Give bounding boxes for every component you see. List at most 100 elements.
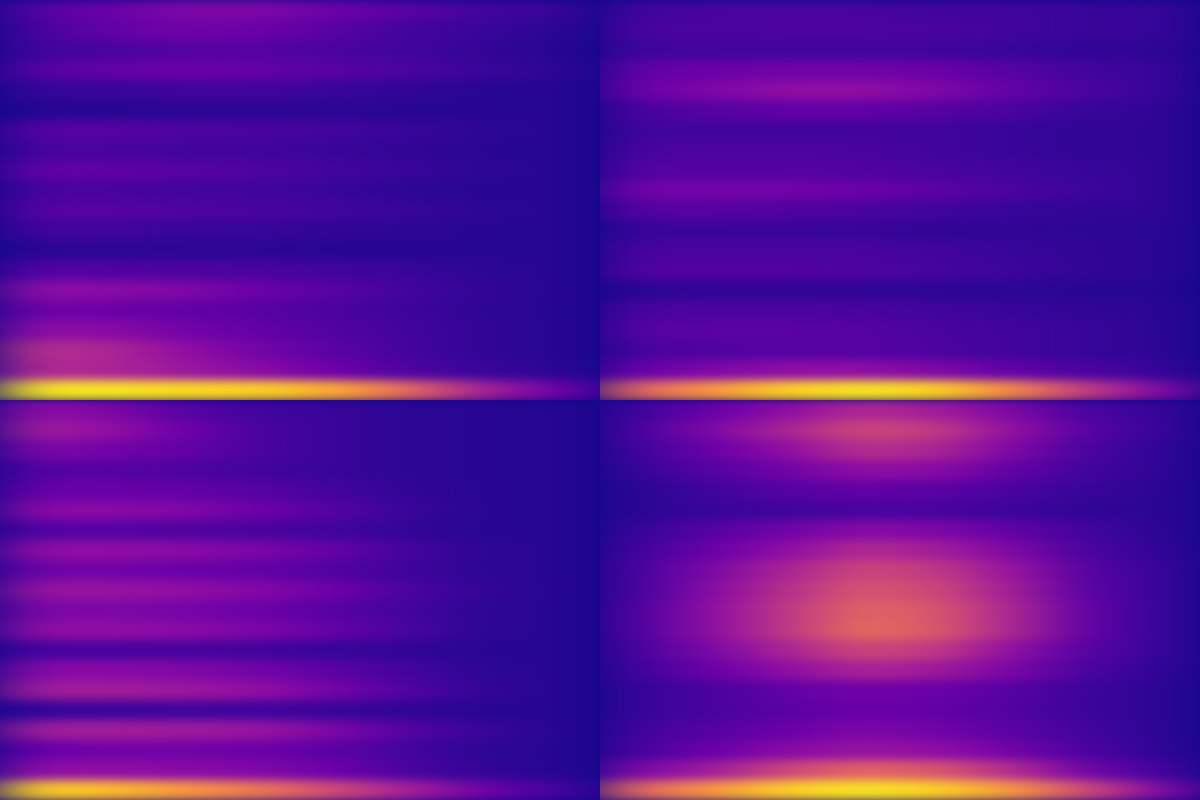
heatmap-cell [600,740,676,761]
heatmap-cell [750,180,826,201]
heatmap-cell [825,60,901,81]
heatmap-cell [300,320,376,341]
heatmap-cell [1125,520,1200,541]
heatmap-cell [1125,60,1200,81]
heatmap-cell [450,180,526,201]
heatmap-cell [0,520,76,541]
plot-area [0,400,600,800]
heatmap-cell [375,240,451,261]
heatmap-cell [1050,520,1126,541]
heatmap-cell [750,740,826,761]
heatmap-cell [600,260,676,281]
heatmap-cell [450,780,526,800]
heatmap-cell [150,540,226,561]
heatmap-cell [375,340,451,361]
heatmap-cell [750,300,826,321]
heatmap-cell [0,40,76,61]
heatmap-cell [1125,780,1200,800]
heatmap-cell [900,640,976,661]
heatmap-cell [450,540,526,561]
heatmap-cell [225,400,301,421]
heatmap-panel [0,0,601,401]
heatmap-cell [150,440,226,461]
heatmap-cell [225,220,301,241]
heatmap-cell [975,200,1051,221]
heatmap-cell [975,180,1051,201]
heatmap-cell [600,500,676,521]
heatmap-cell [525,100,600,121]
heatmap-cell [975,320,1051,341]
heatmap-cell [225,440,301,461]
heatmap-cell [675,560,751,581]
heatmap-cell [525,260,600,281]
heatmap-cell [75,480,151,501]
heatmap-cell [0,540,76,561]
heatmap-cell [675,60,751,81]
heatmap-cell [900,200,976,221]
heatmap-cell [600,560,676,581]
heatmap-cell [1125,460,1200,481]
heatmap-cell [825,120,901,141]
heatmap-cell [0,360,76,381]
heatmap-cell [450,260,526,281]
heatmap-cell [75,60,151,81]
heatmap-cell [825,460,901,481]
heatmap-cell [675,340,751,361]
heatmap-cell [0,260,76,281]
heatmap-cell [1125,200,1200,221]
heatmap-cell [1050,560,1126,581]
heatmap-cell [0,560,76,581]
heatmap-cell [150,700,226,721]
heatmap-cell [225,540,301,561]
heatmap-cell [225,660,301,681]
heatmap-cell [825,0,901,21]
heatmap-cell [900,120,976,141]
heatmap-cell [825,720,901,741]
heatmap-cell [975,520,1051,541]
heatmap-cell [525,680,600,701]
heatmap-cell [525,60,600,81]
heatmap-cell [300,640,376,661]
heatmap-cell [375,460,451,481]
heatmap-cell [825,20,901,41]
heatmap-cell [1125,760,1200,781]
heatmap-cell [600,520,676,541]
heatmap-cell [525,200,600,221]
heatmap-cell [300,380,376,400]
heatmap-cell [975,660,1051,681]
heatmap-cell [1050,740,1126,761]
heatmap-cell [375,700,451,721]
heatmap-cell [150,620,226,641]
heatmap-cell [75,360,151,381]
heatmap-cell [375,200,451,221]
heatmap-cell [675,660,751,681]
heatmap-cell [1125,100,1200,121]
heatmap-cell [1125,300,1200,321]
heatmap-cell [75,0,151,21]
heatmap-cell [600,320,676,341]
heatmap-cell [450,560,526,581]
heatmap-cell [900,700,976,721]
heatmap-cell [300,560,376,581]
heatmap-cell [975,780,1051,800]
heatmap-cell [0,200,76,221]
heatmap-cell [675,420,751,441]
heatmap-cell [900,100,976,121]
heatmap-cell [525,580,600,601]
heatmap-cell [750,20,826,41]
heatmap-cell [1050,540,1126,561]
heatmap-cell [300,220,376,241]
heatmap-cell [75,400,151,421]
heatmap-cell [525,380,600,400]
heatmap-cell [225,480,301,501]
heatmap-cell [225,80,301,101]
heatmap-cell [300,680,376,701]
heatmap-cell [750,600,826,621]
heatmap-cell [75,460,151,481]
heatmap-cell [975,0,1051,21]
heatmap-cell [375,360,451,381]
heatmap-cell [450,720,526,741]
heatmap-cell [75,600,151,621]
heatmap-cell [1050,380,1126,400]
heatmap-cell [525,640,600,661]
